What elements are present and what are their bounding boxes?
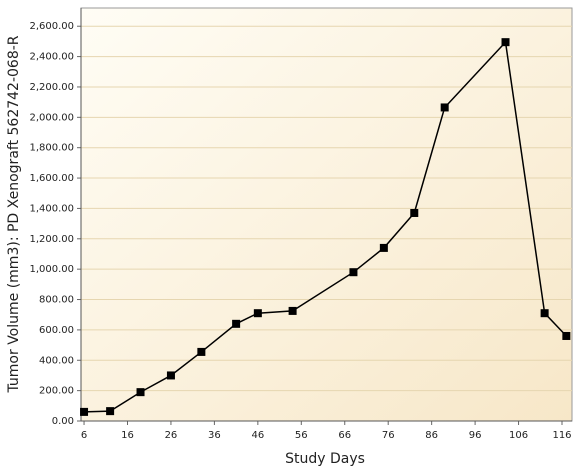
x-axis-label: Study Days bbox=[285, 451, 365, 467]
marker bbox=[80, 407, 89, 416]
x-tick-label: 36 bbox=[208, 430, 221, 441]
x-tick-label: 76 bbox=[382, 430, 395, 441]
marker bbox=[232, 319, 241, 328]
y-tick-label: 2,000.00 bbox=[29, 112, 74, 123]
x-tick-label: 106 bbox=[509, 430, 528, 441]
y-tick-label: 400.00 bbox=[39, 355, 74, 366]
marker bbox=[288, 306, 297, 315]
y-tick-label: 0.00 bbox=[52, 416, 74, 427]
y-tick-label: 1,200.00 bbox=[29, 234, 74, 245]
x-tick-label: 16 bbox=[121, 430, 134, 441]
marker bbox=[540, 309, 549, 318]
y-tick-label: 200.00 bbox=[39, 386, 74, 397]
x-tick-label: 26 bbox=[165, 430, 178, 441]
x-tick-label: 66 bbox=[338, 430, 351, 441]
x-tick-label: 6 bbox=[81, 430, 87, 441]
y-tick-label: 1,000.00 bbox=[29, 264, 74, 275]
marker bbox=[106, 407, 115, 416]
marker bbox=[197, 347, 206, 356]
marker bbox=[166, 371, 175, 380]
y-tick-label: 800.00 bbox=[39, 295, 74, 306]
marker bbox=[253, 309, 262, 318]
marker bbox=[349, 268, 358, 277]
y-tick-label: 2,400.00 bbox=[29, 52, 74, 63]
y-tick-label: 2,200.00 bbox=[29, 82, 74, 93]
marker bbox=[136, 388, 145, 397]
x-tick-label: 56 bbox=[295, 430, 308, 441]
x-tick-label: 46 bbox=[251, 430, 264, 441]
x-tick-label: 86 bbox=[425, 430, 438, 441]
y-tick-label: 1,400.00 bbox=[29, 203, 74, 214]
y-tick-label: 2,600.00 bbox=[29, 21, 74, 32]
y-tick-label: 1,800.00 bbox=[29, 143, 74, 154]
plot-area bbox=[80, 7, 573, 422]
marker bbox=[440, 103, 449, 112]
x-tick-label: 116 bbox=[552, 430, 571, 441]
marker bbox=[410, 208, 419, 217]
x-tick-label: 96 bbox=[469, 430, 482, 441]
y-tick-label: 1,600.00 bbox=[29, 173, 74, 184]
y-tick-label: 600.00 bbox=[39, 325, 74, 336]
marker bbox=[501, 38, 510, 47]
y-axis-label: Tumor Volume (mm3): PD Xenograft 562742-… bbox=[6, 35, 22, 393]
marker bbox=[562, 331, 571, 340]
marker bbox=[379, 243, 388, 252]
